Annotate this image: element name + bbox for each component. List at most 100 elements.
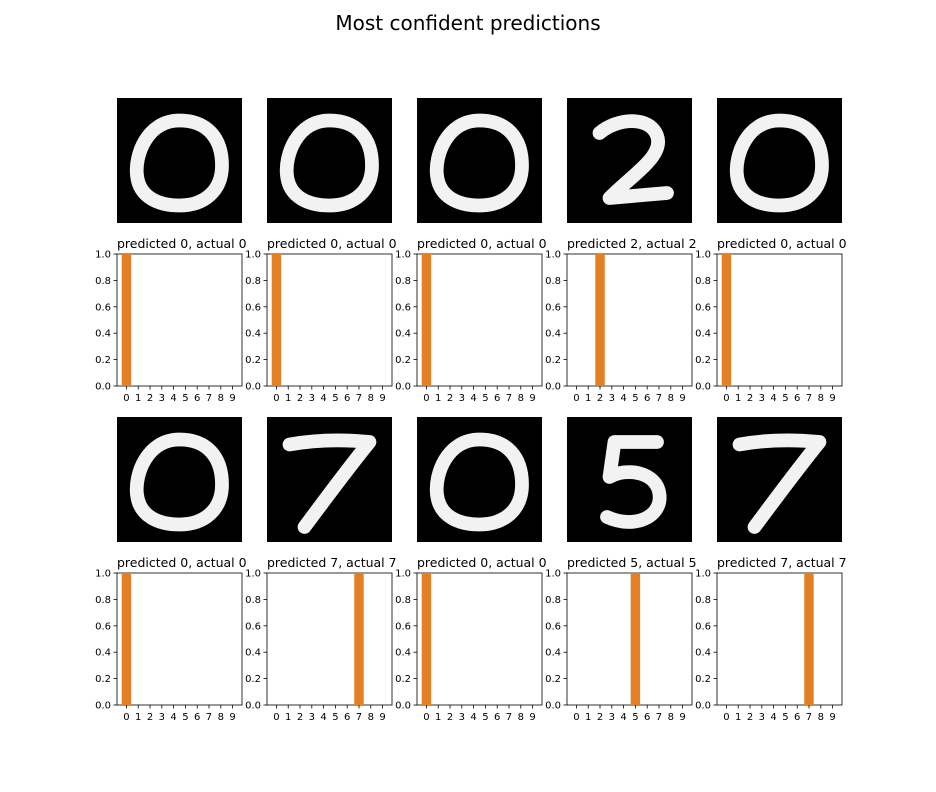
digit-stroke	[279, 113, 379, 213]
y-tick-label: 0.0	[395, 701, 411, 712]
probability-bar	[595, 254, 605, 386]
y-tick-label: 0.0	[695, 382, 711, 393]
plot-frame	[716, 572, 843, 706]
x-tick-label: 5	[332, 393, 338, 404]
x-tick-label: 8	[518, 712, 524, 723]
x-tick-label: 3	[609, 712, 615, 723]
x-tick-label: 2	[447, 393, 453, 404]
x-tick-label: 0	[273, 393, 279, 404]
x-tick-label: 4	[470, 393, 476, 404]
x-tick-label: 0	[723, 712, 729, 723]
y-tick-label: 0.4	[545, 648, 561, 659]
plot-title: predicted 0, actual 0	[417, 555, 547, 570]
y-tick-label: 0.6	[95, 621, 111, 632]
y-tick-label: 0.6	[395, 302, 411, 313]
y-tick-label: 0.4	[95, 329, 111, 340]
x-tick-label: 5	[782, 712, 788, 723]
y-tick-label: 0.4	[395, 648, 411, 659]
x-tick-label: 7	[656, 393, 662, 404]
x-tick-label: 3	[759, 712, 765, 723]
x-tick-label: 4	[470, 712, 476, 723]
plot-frame	[266, 572, 393, 706]
x-tick-label: 4	[320, 712, 326, 723]
x-tick-label: 2	[297, 712, 303, 723]
x-tick-label: 1	[135, 393, 141, 404]
plot-title: predicted 0, actual 0	[267, 236, 397, 251]
digit-stroke	[129, 113, 229, 213]
x-tick-label: 6	[644, 393, 650, 404]
y-tick-label: 0.6	[695, 621, 711, 632]
x-tick-label: 7	[206, 712, 212, 723]
x-tick-label: 7	[356, 393, 362, 404]
y-tick-label: 0.0	[545, 701, 561, 712]
x-tick-label: 4	[620, 393, 626, 404]
probability-bar	[630, 573, 641, 705]
y-tick-label: 0.8	[95, 595, 111, 606]
y-tick-label: 0.0	[695, 701, 711, 712]
digit-stroke	[729, 113, 829, 213]
y-tick-label: 0.2	[695, 355, 711, 366]
x-tick-label: 9	[379, 393, 385, 404]
x-tick-label: 0	[573, 712, 579, 723]
y-tick-label: 0.0	[95, 701, 111, 712]
x-tick-label: 1	[585, 712, 591, 723]
x-tick-label: 5	[782, 393, 788, 404]
y-tick-label: 0.6	[245, 621, 261, 632]
plot-frame	[116, 253, 243, 387]
x-tick-label: 2	[597, 712, 603, 723]
y-tick-label: 1.0	[545, 250, 561, 261]
x-tick-label: 2	[597, 393, 603, 404]
x-tick-label: 4	[770, 393, 776, 404]
probability-bar	[271, 254, 282, 386]
x-tick-label: 1	[435, 712, 441, 723]
x-tick-label: 3	[759, 393, 765, 404]
plot-frame	[416, 253, 543, 387]
x-tick-label: 7	[506, 393, 512, 404]
probability-bar	[804, 573, 814, 705]
x-tick-label: 7	[356, 712, 362, 723]
x-tick-label: 1	[435, 393, 441, 404]
x-tick-label: 0	[423, 393, 429, 404]
y-tick-label: 0.8	[395, 276, 411, 287]
y-tick-label: 1.0	[395, 250, 411, 261]
y-tick-label: 0.4	[245, 648, 261, 659]
plot-title: predicted 0, actual 0	[117, 236, 247, 251]
y-tick-label: 1.0	[695, 250, 711, 261]
x-tick-label: 1	[585, 393, 591, 404]
x-tick-label: 4	[320, 393, 326, 404]
x-tick-label: 5	[182, 712, 188, 723]
x-tick-label: 5	[182, 393, 188, 404]
y-tick-label: 0.8	[545, 595, 561, 606]
y-tick-label: 0.2	[95, 355, 111, 366]
y-tick-label: 0.2	[395, 674, 411, 685]
x-tick-label: 6	[344, 393, 350, 404]
x-tick-label: 5	[482, 712, 488, 723]
digit-stroke	[282, 433, 377, 534]
y-tick-label: 0.4	[695, 648, 711, 659]
x-tick-label: 2	[747, 393, 753, 404]
y-tick-label: 0.2	[545, 355, 561, 366]
plot-frame	[416, 572, 543, 706]
digit-stroke	[129, 432, 229, 532]
x-tick-label: 1	[135, 712, 141, 723]
probability-bar	[121, 573, 132, 705]
x-tick-label: 0	[423, 712, 429, 723]
digit-stroke	[600, 435, 667, 529]
y-tick-label: 0.6	[245, 302, 261, 313]
plot-title: predicted 7, actual 7	[267, 555, 397, 570]
x-tick-label: 9	[529, 393, 535, 404]
x-tick-label: 8	[818, 712, 824, 723]
x-tick-label: 2	[147, 712, 153, 723]
y-tick-label: 0.6	[695, 302, 711, 313]
x-tick-label: 6	[344, 712, 350, 723]
plot-title: predicted 2, actual 2	[567, 236, 697, 251]
x-tick-label: 5	[482, 393, 488, 404]
x-tick-label: 7	[656, 712, 662, 723]
probability-bar	[721, 254, 732, 386]
digit-stroke	[429, 432, 529, 532]
figure-title: Most confident predictions	[335, 11, 601, 35]
y-tick-label: 0.8	[395, 595, 411, 606]
x-tick-label: 8	[668, 393, 674, 404]
x-tick-label: 9	[529, 712, 535, 723]
